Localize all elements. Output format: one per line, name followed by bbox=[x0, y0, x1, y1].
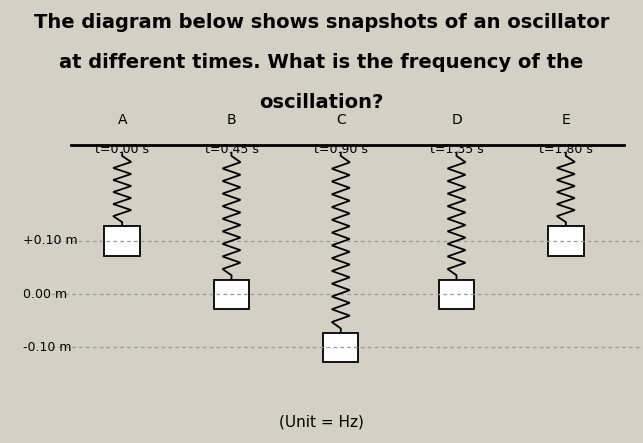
Text: oscillation?: oscillation? bbox=[259, 93, 384, 112]
Text: t=1.80 s: t=1.80 s bbox=[539, 143, 593, 155]
Text: B: B bbox=[227, 113, 236, 127]
Text: t=0.90 s: t=0.90 s bbox=[314, 143, 368, 155]
Text: t=0.45 s: t=0.45 s bbox=[204, 143, 258, 155]
Bar bbox=[104, 226, 140, 256]
Text: C: C bbox=[336, 113, 346, 127]
Text: (Unit = Hz): (Unit = Hz) bbox=[279, 414, 364, 429]
Text: A: A bbox=[118, 113, 127, 127]
Text: E: E bbox=[561, 113, 570, 127]
Text: t=1.35 s: t=1.35 s bbox=[430, 143, 484, 155]
Text: +0.10 m: +0.10 m bbox=[23, 234, 77, 248]
Text: at different times. What is the frequency of the: at different times. What is the frequenc… bbox=[59, 53, 584, 72]
Bar bbox=[323, 333, 359, 362]
Bar bbox=[548, 226, 584, 256]
Text: D: D bbox=[451, 113, 462, 127]
Bar bbox=[213, 280, 249, 309]
Text: -0.10 m: -0.10 m bbox=[23, 341, 71, 354]
Bar bbox=[439, 280, 475, 309]
Text: 0.00 m: 0.00 m bbox=[23, 288, 67, 301]
Text: t=0.00 s: t=0.00 s bbox=[95, 143, 149, 155]
Text: The diagram below shows snapshots of an oscillator: The diagram below shows snapshots of an … bbox=[34, 13, 609, 32]
